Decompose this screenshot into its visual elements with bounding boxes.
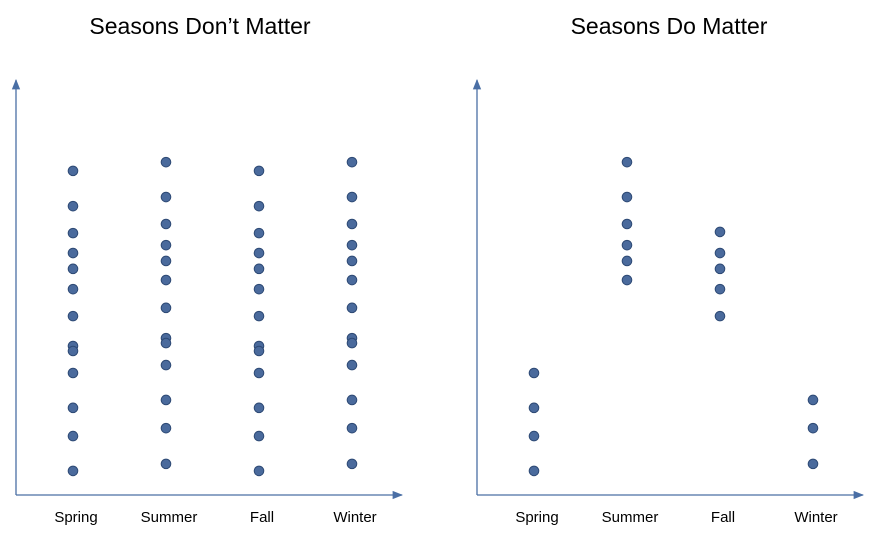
x-tick-label: Spring [54, 509, 97, 526]
point [253, 283, 265, 295]
point [714, 263, 726, 275]
point [160, 274, 172, 286]
point [160, 191, 172, 203]
point [253, 227, 265, 239]
point [253, 402, 265, 414]
point [67, 283, 79, 295]
point [67, 310, 79, 322]
point [346, 218, 358, 230]
point [67, 263, 79, 275]
point [160, 458, 172, 470]
point [160, 422, 172, 434]
point [160, 156, 172, 168]
point [621, 191, 633, 203]
point [253, 430, 265, 442]
x-tick-label: Winter [794, 509, 837, 526]
point [67, 165, 79, 177]
x-tick-label: Summer [141, 509, 198, 526]
point [160, 255, 172, 267]
point [160, 394, 172, 406]
chart-left: Seasons Don’t Matter Spring Summer Fall Win… [11, 13, 404, 526]
point [67, 430, 79, 442]
point [67, 247, 79, 259]
point [346, 302, 358, 314]
point [807, 422, 819, 434]
point [807, 394, 819, 406]
point [67, 227, 79, 239]
point [621, 218, 633, 230]
chart-title: Seasons Do Matter [571, 13, 768, 39]
point [528, 430, 540, 442]
point [67, 402, 79, 414]
x-tick-label: Fall [711, 509, 735, 526]
point [253, 345, 265, 357]
point [621, 239, 633, 251]
point [160, 218, 172, 230]
chart-title: Seasons Don’t Matter [89, 13, 311, 39]
point [621, 255, 633, 267]
point [714, 310, 726, 322]
x-tick-label: Summer [602, 509, 659, 526]
point [528, 367, 540, 379]
point [346, 156, 358, 168]
point [67, 367, 79, 379]
point [253, 310, 265, 322]
point [160, 337, 172, 349]
point [346, 337, 358, 349]
point [621, 156, 633, 168]
point [714, 247, 726, 259]
point [346, 422, 358, 434]
point [67, 345, 79, 357]
point [253, 247, 265, 259]
point [714, 283, 726, 295]
point [346, 458, 358, 470]
x-tick-label: Spring [515, 509, 558, 526]
point [253, 200, 265, 212]
point [67, 200, 79, 212]
point [346, 255, 358, 267]
point [160, 302, 172, 314]
point [346, 239, 358, 251]
point [528, 465, 540, 477]
point [807, 458, 819, 470]
point [714, 226, 726, 238]
point [346, 274, 358, 286]
point [346, 394, 358, 406]
point [67, 465, 79, 477]
point [253, 263, 265, 275]
point [253, 465, 265, 477]
point [346, 191, 358, 203]
x-tick-label: Fall [250, 509, 274, 526]
point [160, 359, 172, 371]
point [346, 359, 358, 371]
point [621, 274, 633, 286]
point [253, 165, 265, 177]
point [528, 402, 540, 414]
chart-right: Seasons Do Matter Spring Summer Fall Winter [472, 13, 865, 526]
point [253, 367, 265, 379]
point [160, 239, 172, 251]
x-tick-label: Winter [333, 509, 376, 526]
